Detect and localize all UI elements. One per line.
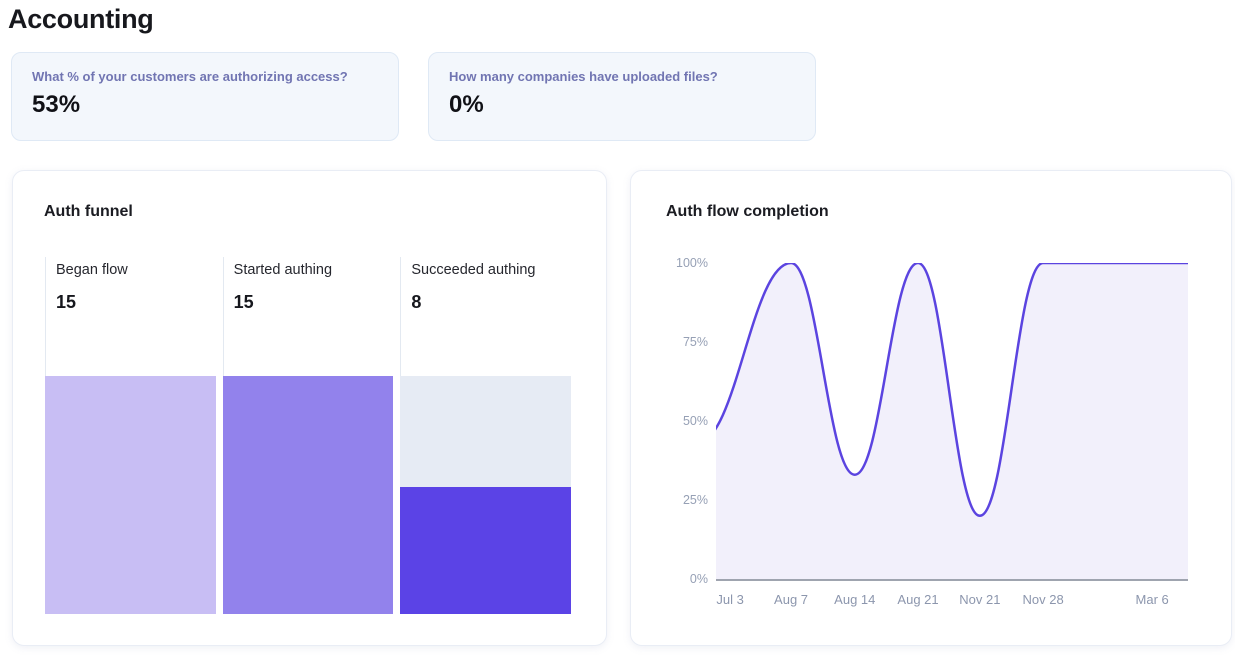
funnel-chart: Began flow 15 Started authing 15 Succeeded a… bbox=[45, 257, 578, 614]
funnel-step-label: Succeeded authing bbox=[411, 262, 536, 278]
stat-question: How many companies have uploaded files? bbox=[449, 69, 718, 84]
x-axis-tick-label: Jul 3 bbox=[716, 592, 744, 607]
y-axis-tick-label: 0% bbox=[689, 572, 708, 586]
auth-flow-completion-card: Auth flow completion 100% 75% 50% 25% 0% Jul … bbox=[630, 170, 1232, 646]
funnel-step-value: 15 bbox=[56, 292, 77, 312]
funnel-step: Succeeded authing 8 bbox=[400, 257, 578, 614]
funnel-bar-track bbox=[222, 376, 394, 614]
x-axis-tick-label: Aug 21 bbox=[897, 592, 939, 607]
x-axis-tick-label: Nov 28 bbox=[1022, 592, 1064, 607]
chart-cards-row: Auth funnel Began flow 15 Started authing 1… bbox=[12, 170, 1235, 646]
funnel-bar-fill bbox=[45, 376, 216, 614]
funnel-step-label: Began flow bbox=[56, 262, 128, 278]
funnel-bar-fill bbox=[222, 376, 394, 614]
x-axis-tick-label: Aug 14 bbox=[834, 592, 876, 607]
funnel-bar-track bbox=[400, 376, 572, 614]
page-title: Accounting bbox=[8, 4, 154, 34]
stat-card-authorizing-access: What % of your customers are authorizing… bbox=[11, 52, 399, 141]
x-axis-tick-label: Nov 21 bbox=[959, 592, 1001, 607]
funnel-chart-title: Auth funnel bbox=[44, 203, 133, 220]
stat-cards-row: What % of your customers are authorizing… bbox=[11, 52, 1235, 141]
funnel-bar-fill bbox=[400, 487, 572, 614]
stat-question: What % of your customers are authorizing… bbox=[32, 69, 348, 84]
stat-value: 0% bbox=[449, 91, 484, 118]
auth-funnel-card: Auth funnel Began flow 15 Started authing 1… bbox=[12, 170, 607, 646]
funnel-step: Began flow 15 bbox=[45, 257, 223, 614]
x-axis-tick-label: Mar 6 bbox=[1135, 592, 1169, 607]
y-axis-tick-label: 100% bbox=[676, 256, 708, 270]
funnel-bar-track bbox=[45, 376, 216, 614]
y-axis-tick-label: 50% bbox=[682, 414, 708, 428]
line-chart-plot: 100% 75% 50% 25% 0% Jul 3 Aug 7 Aug 14 Aug 21 Nov… bbox=[676, 256, 1188, 607]
funnel-step-header: Succeeded authing 8 bbox=[400, 257, 578, 376]
funnel-step-header: Began flow 15 bbox=[45, 257, 223, 376]
stat-value: 53% bbox=[32, 91, 81, 118]
accounting-dashboard: Accounting What % of your customers are … bbox=[0, 4, 1235, 657]
x-axis-tick-label: Aug 7 bbox=[774, 592, 809, 607]
x-axis-line bbox=[716, 579, 1188, 581]
funnel-step-header: Started authing 15 bbox=[222, 257, 401, 376]
completion-line bbox=[716, 263, 1188, 518]
funnel-step-value: 8 bbox=[411, 292, 422, 312]
funnel-step-value: 15 bbox=[233, 292, 254, 312]
y-axis-tick-label: 25% bbox=[682, 493, 708, 507]
stat-card-uploaded-files: How many companies have uploaded files? … bbox=[428, 52, 816, 141]
area-line-curve bbox=[716, 263, 1188, 579]
line-chart-title: Auth flow completion bbox=[666, 203, 829, 220]
funnel-step: Started authing 15 bbox=[222, 257, 401, 614]
funnel-step-label: Started authing bbox=[233, 262, 333, 278]
area-fill bbox=[716, 263, 1188, 579]
y-axis-tick-label: 75% bbox=[682, 335, 708, 349]
